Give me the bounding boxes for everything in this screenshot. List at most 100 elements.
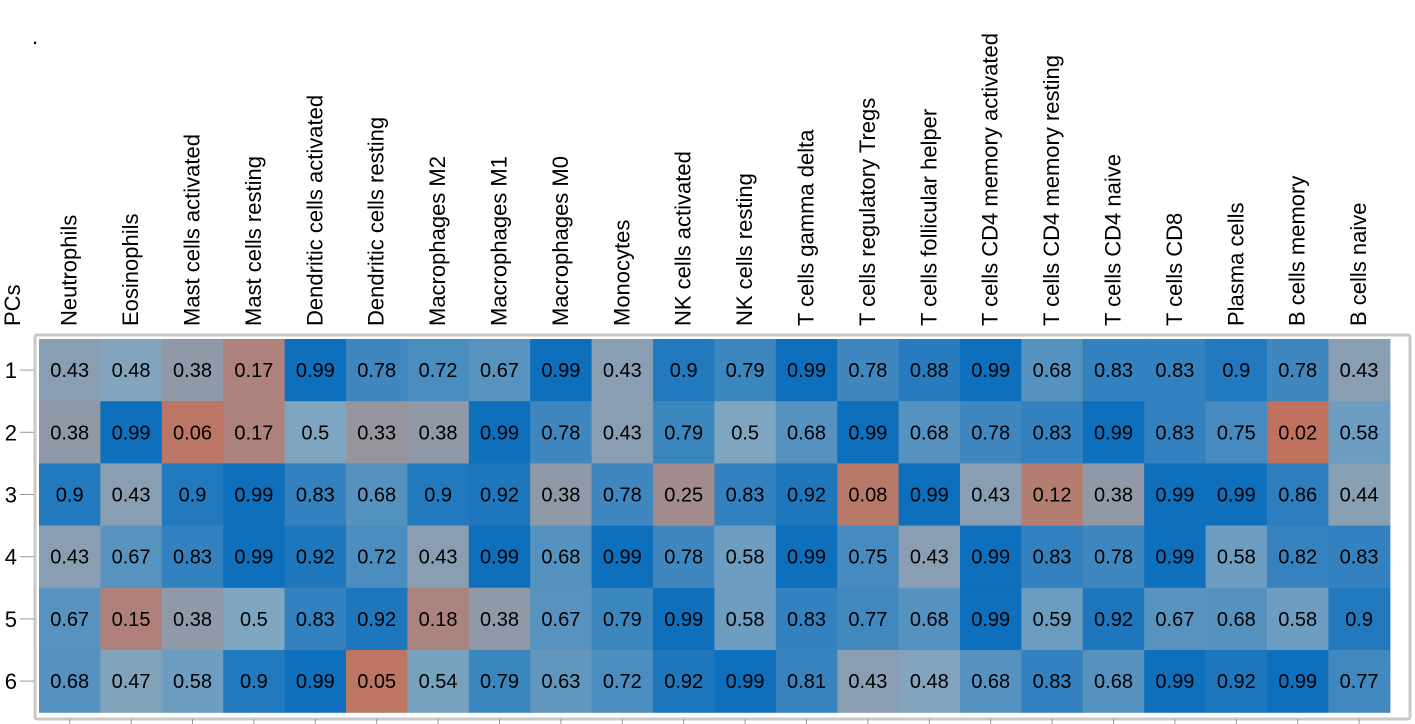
heatmap-cell <box>591 525 654 589</box>
cell-value-label: 0.92 <box>480 485 519 507</box>
cell-value-label: 0.99 <box>664 609 703 631</box>
cell-value-label: 0.44 <box>1340 485 1379 507</box>
heatmap-cell <box>100 339 163 402</box>
cell-value-label: 0.43 <box>971 485 1010 507</box>
heatmap-cell <box>39 401 101 464</box>
cell-value-label: 0.67 <box>480 360 519 382</box>
heatmap-cell <box>1082 401 1145 464</box>
heatmap-frame <box>33 333 1412 721</box>
cell-value-label: 0.92 <box>1217 671 1256 693</box>
cell-value-label: 0.59 <box>1033 609 1072 631</box>
chart-title: . <box>32 24 38 49</box>
cell-value-label: 0.43 <box>1340 360 1379 382</box>
heatmap-cell <box>837 587 900 651</box>
cell-value-label: 0.83 <box>296 485 335 507</box>
heatmap-cell <box>1267 525 1329 589</box>
heatmap-cell <box>837 401 900 464</box>
heatmap-cell <box>100 650 163 713</box>
cell-value-label: 0.99 <box>787 360 826 382</box>
cell-value-label: 0.05 <box>357 671 396 693</box>
column-label: Macrophages M1 <box>487 156 512 326</box>
cell-value-label: 0.9 <box>1345 609 1373 631</box>
cell-value-label: 0.12 <box>1033 485 1072 507</box>
heatmap-cell <box>837 650 900 713</box>
heatmap-cell <box>468 587 531 651</box>
heatmap-cell <box>714 339 777 402</box>
heatmap-cell <box>1144 463 1207 527</box>
heatmap-cell <box>284 587 347 651</box>
cell-value-label: 0.99 <box>1155 547 1194 569</box>
row-labels: 1 2 3 4 5 6 <box>5 358 17 694</box>
heatmap-cell <box>837 339 900 402</box>
heatmap-cell <box>407 587 470 651</box>
cell-value-label: 0.99 <box>480 422 519 444</box>
heatmap-cell <box>223 401 286 464</box>
cell-value-label: 0.99 <box>296 360 335 382</box>
cell-value-label: 0.43 <box>603 360 642 382</box>
cell-value-label: 0.99 <box>234 485 273 507</box>
cell-value-label: 0.83 <box>1340 547 1379 569</box>
cell-value-label: 0.58 <box>1340 422 1379 444</box>
heatmap-cell <box>775 339 838 402</box>
heatmap-cell <box>161 525 224 589</box>
column-label: B cells naive <box>1346 202 1371 326</box>
heatmap-cell <box>284 525 347 589</box>
heatmap-cell <box>591 650 654 713</box>
cell-value-label: 0.92 <box>664 671 703 693</box>
cell-value-label: 0.47 <box>112 671 151 693</box>
cell-value-label: 0.72 <box>357 547 396 569</box>
heatmap-cell <box>346 401 408 464</box>
heatmap-cell <box>898 401 961 464</box>
cell-value-label: 0.99 <box>971 547 1010 569</box>
heatmap-cell <box>960 650 1022 713</box>
heatmap-cell <box>1021 463 1084 527</box>
column-label: Dendritic cells resting <box>364 117 389 326</box>
heatmap-cell <box>468 463 531 527</box>
cell-value-label: 0.78 <box>1094 547 1133 569</box>
heatmap-cell <box>346 339 408 402</box>
heatmap-cell <box>100 587 163 651</box>
cell-value-label: 0.68 <box>1217 609 1256 631</box>
axis-ticks <box>20 369 1360 724</box>
cell-value-label: 0.99 <box>1278 671 1317 693</box>
cell-value-label: 0.58 <box>726 547 765 569</box>
heatmap-cell <box>284 463 347 527</box>
heatmap-cell <box>591 463 654 527</box>
cell-value-label: 0.78 <box>541 422 580 444</box>
cell-value-label: 0.83 <box>296 609 335 631</box>
cell-value-label: 0.72 <box>419 360 458 382</box>
cell-value-label: 0.75 <box>848 547 887 569</box>
heatmap-cell <box>39 463 101 527</box>
heatmap-cells <box>39 339 1391 713</box>
column-label: T cells CD4 naive <box>1101 154 1126 326</box>
cell-value-label: 0.83 <box>1094 360 1133 382</box>
cell-value-label: 0.99 <box>234 547 273 569</box>
column-label: NK cells resting <box>732 173 757 326</box>
heatmap-cell <box>530 587 593 651</box>
cell-value-label: 0.83 <box>787 609 826 631</box>
heatmap-cell <box>960 463 1022 527</box>
cell-value-label: 0.99 <box>787 547 826 569</box>
cell-value-label: 0.02 <box>1278 422 1317 444</box>
column-label: T cells regulatory Tregs <box>855 98 880 326</box>
cell-value-label: 0.78 <box>357 360 396 382</box>
heatmap-cell <box>591 401 654 464</box>
cell-value-label: 0.75 <box>1217 422 1256 444</box>
heatmap-cell <box>39 525 101 589</box>
row-axis-label: PCs <box>0 284 25 326</box>
cell-value-label: 0.83 <box>1033 422 1072 444</box>
heatmap-cell <box>346 525 408 589</box>
heatmap-cell <box>223 525 286 589</box>
cell-value-label: 0.83 <box>726 485 765 507</box>
cell-value-label: 0.54 <box>419 671 458 693</box>
heatmap-cell <box>346 650 408 713</box>
cell-value-label: 0.9 <box>240 671 268 693</box>
column-label: T cells CD4 memory activated <box>978 33 1003 326</box>
heatmap-cell <box>1082 525 1145 589</box>
column-label: Eosinophils <box>118 213 143 326</box>
heatmap-cell <box>1021 401 1084 464</box>
heatmap-cell <box>1205 401 1268 464</box>
column-label: B cells memory <box>1285 176 1310 326</box>
heatmap-cell <box>1328 525 1391 589</box>
